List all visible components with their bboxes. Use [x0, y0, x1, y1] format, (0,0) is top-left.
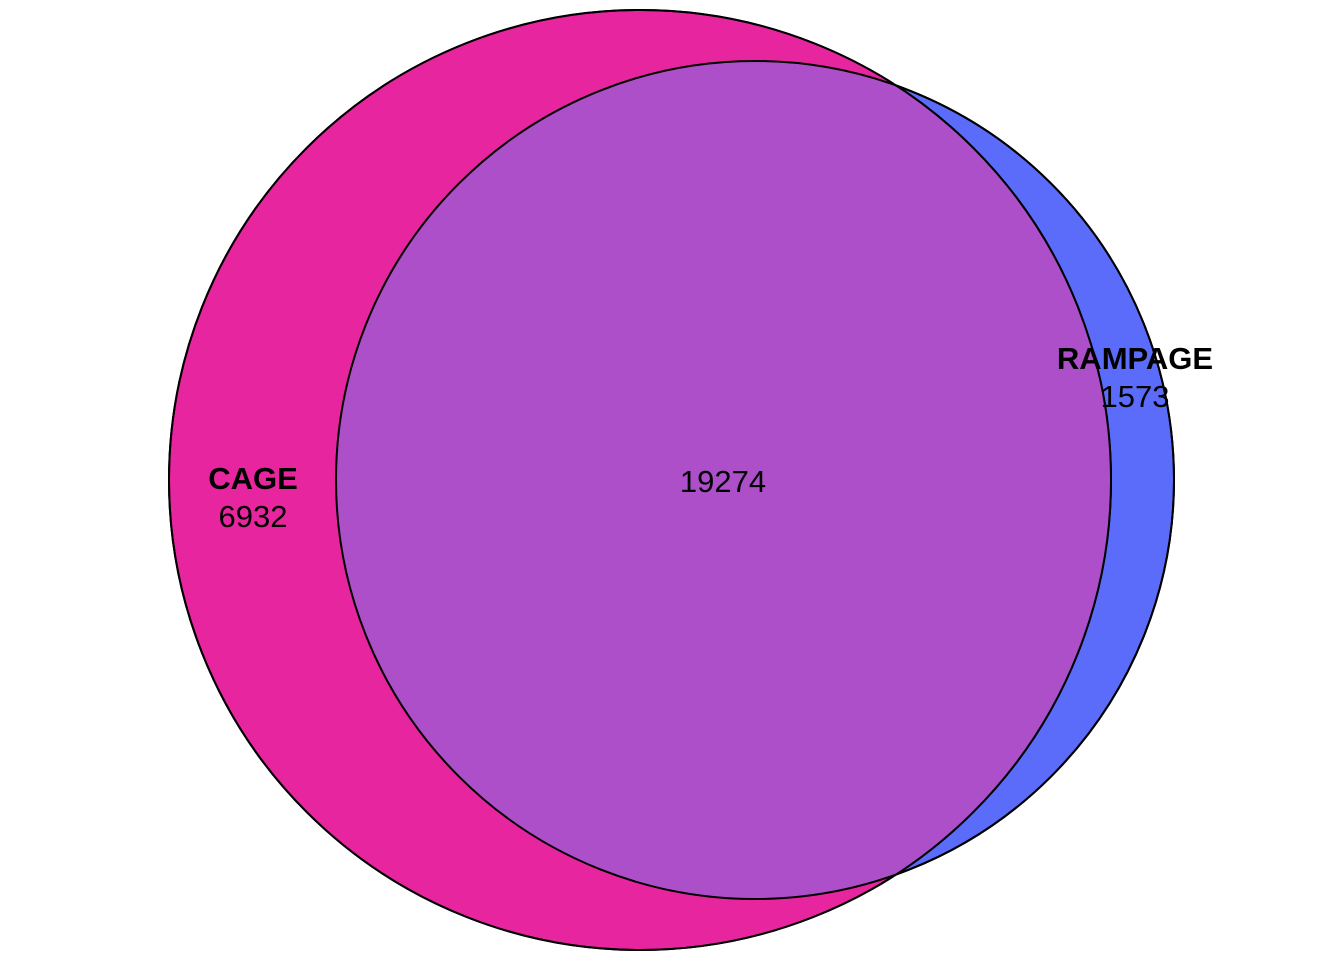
rampage-label: RAMPAGE — [1057, 341, 1213, 376]
rampage-only-count: 1573 — [1101, 379, 1170, 414]
rampage-outline — [335, 60, 1175, 900]
intersection-region — [336, 61, 1111, 899]
cage-label: CAGE — [208, 461, 298, 496]
cage-outline — [168, 9, 1112, 951]
cage-only-count: 6932 — [219, 499, 288, 534]
intersection-count: 19274 — [680, 464, 766, 499]
